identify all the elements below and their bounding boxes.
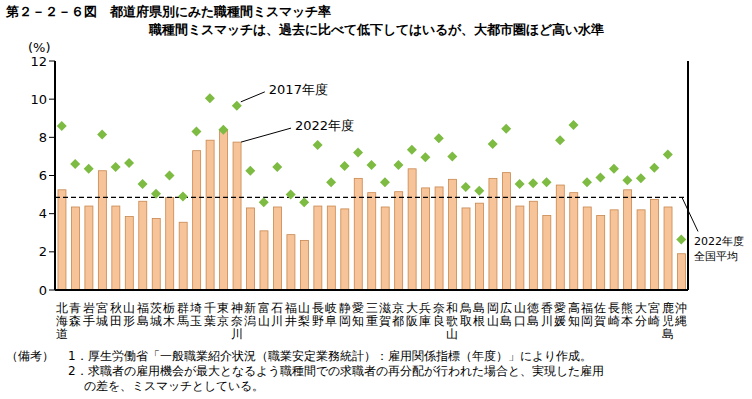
svg-text:新潟: 新潟: [244, 301, 256, 328]
svg-text:12: 12: [30, 54, 47, 69]
svg-text:愛媛: 愛媛: [554, 301, 566, 328]
svg-text:奈良: 奈良: [433, 301, 445, 328]
svg-text:8: 8: [39, 130, 47, 145]
svg-text:愛知: 愛知: [352, 301, 364, 328]
svg-text:2: 2: [39, 244, 47, 259]
svg-text:埼玉: 埼玉: [189, 301, 202, 328]
html-text:第２－２－６図 都道府県別にみた職種間ミスマッチ率: 第２－２－６図 都道府県別にみた職種間ミスマッチ率: [6, 4, 331, 19]
svg-text:熊本: 熊本: [621, 301, 633, 328]
svg-text:宮城: 宮城: [95, 301, 108, 328]
svg-text:山口: 山口: [514, 301, 526, 328]
svg-text:三重: 三重: [366, 301, 378, 328]
svg-text:千葉: 千葉: [204, 301, 216, 328]
svg-text:山形: 山形: [123, 301, 135, 328]
svg-text:滋賀: 滋賀: [379, 301, 391, 328]
svg-text:岡山: 岡山: [487, 301, 499, 328]
svg-text:東京: 東京: [217, 301, 229, 328]
svg-text:岩手: 岩手: [83, 301, 95, 328]
svg-text:京都: 京都: [392, 301, 404, 328]
svg-text:徳島: 徳島: [527, 301, 539, 328]
svg-text:0: 0: [39, 283, 47, 298]
svg-text:香川: 香川: [541, 301, 553, 328]
html-text:1．厚生労働省「一般職業紹介状況（職業安定業務統計）：雇用関: 1．厚生労働省「一般職業紹介状況（職業安定業務統計）：雇用関係指標（年度）」によ…: [68, 349, 592, 363]
svg-text:2022年度: 2022年度: [295, 118, 354, 133]
svg-text:長崎: 長崎: [608, 301, 620, 328]
svg-text:兵庫: 兵庫: [419, 301, 431, 328]
svg-text:山梨: 山梨: [298, 301, 310, 328]
svg-text:大分: 大分: [635, 301, 647, 328]
svg-text:北海道: 北海道: [56, 301, 68, 341]
svg-text:2022年度全国平均: 2022年度全国平均: [694, 235, 744, 263]
svg-text:茨城: 茨城: [149, 301, 162, 328]
svg-text:高知: 高知: [568, 301, 580, 328]
svg-text:鳥取: 鳥取: [459, 301, 472, 328]
svg-text:6: 6: [39, 168, 47, 183]
svg-text:福島: 福島: [137, 301, 149, 328]
svg-text:2017年度: 2017年度: [269, 82, 328, 97]
svg-text:長野: 長野: [312, 301, 324, 328]
svg-text:佐賀: 佐賀: [594, 301, 606, 328]
html-text:2．求職者の雇用機会が最大となるよう職種間での求職者の再分配: 2．求職者の雇用機会が最大となるよう職種間での求職者の再分配が行われた場合と、実…: [68, 364, 604, 393]
svg-text:鹿児島: 鹿児島: [662, 301, 674, 341]
svg-text:福井: 福井: [285, 301, 297, 328]
svg-text:青森: 青森: [69, 301, 81, 328]
svg-text:福岡: 福岡: [581, 301, 593, 328]
svg-text:石川: 石川: [271, 301, 283, 328]
svg-text:群馬: 群馬: [176, 301, 189, 328]
svg-text:島根: 島根: [473, 301, 485, 328]
html-text:（備考）: （備考）: [6, 349, 54, 363]
svg-text:岐阜: 岐阜: [325, 301, 337, 328]
svg-text:大阪: 大阪: [406, 301, 418, 328]
svg-text:4: 4: [39, 206, 47, 221]
svg-text:沖縄: 沖縄: [674, 301, 687, 328]
svg-text:秋田: 秋田: [110, 301, 122, 328]
html-text:職種間ミスマッチは、過去に比べて低下してはいるが、大都市圏ほ: 職種間ミスマッチは、過去に比べて低下してはいるが、大都市圏ほど高い水準: [148, 22, 604, 37]
svg-text:広島: 広島: [500, 301, 512, 328]
svg-text:静岡: 静岡: [339, 301, 351, 328]
svg-text:10: 10: [30, 92, 47, 107]
svg-text:宮崎: 宮崎: [648, 301, 660, 328]
svg-text:神奈川: 神奈川: [231, 301, 243, 341]
svg-text:栃木: 栃木: [163, 301, 175, 328]
svg-text:富山: 富山: [258, 301, 270, 328]
svg-text:和歌山: 和歌山: [446, 301, 458, 341]
